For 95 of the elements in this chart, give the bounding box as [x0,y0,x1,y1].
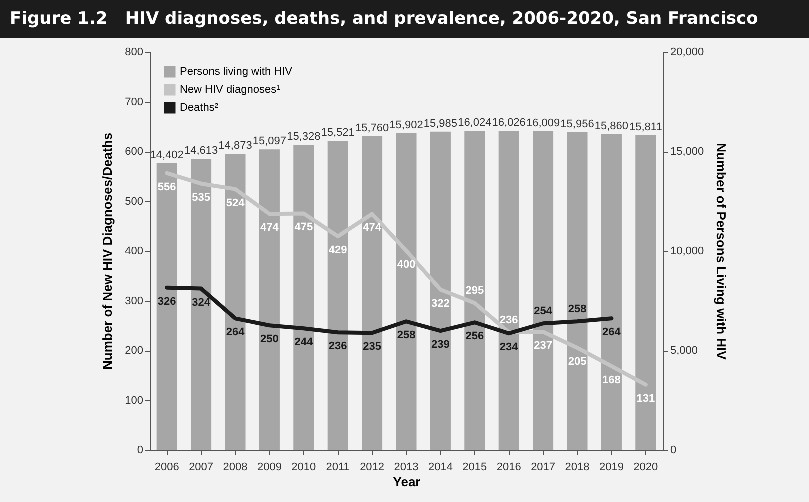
data-label: 15,097 [252,136,287,148]
x-tick-label: 2014 [428,462,453,474]
bar [567,132,588,450]
chart-title: Figure 1.2 HIV diagnoses, deaths, and prevalence, 2006-2020, San Francisco [0,0,809,38]
data-label: 236 [500,314,518,327]
data-label: 16,026 [492,117,526,130]
data-label: 524 [226,197,246,210]
data-label: 237 [534,340,552,352]
bar [225,154,246,450]
data-label: 15,811 [629,121,662,134]
y-tick-label: 600 [125,146,144,158]
bar [259,150,280,450]
data-label: 15,902 [390,120,424,132]
legend-label: Deaths² [180,102,219,114]
data-label: 556 [158,181,176,194]
x-tick-label: 2007 [189,462,214,474]
data-label: 14,402 [150,149,184,162]
bar [328,141,348,450]
bar [601,134,622,450]
data-label: 15,760 [355,122,390,134]
data-label: 400 [397,259,416,271]
data-label: 475 [294,222,314,234]
data-label: 15,985 [424,118,458,130]
y-tick-label: 500 [125,196,144,208]
data-label: 256 [466,330,484,343]
data-label: 15,328 [287,130,321,143]
bar [533,131,554,450]
data-label: 264 [602,326,622,339]
data-label: 429 [328,244,348,257]
y2-axis-title: Number of Persons Living with HIV [714,143,730,360]
data-label: 16,024 [458,117,492,130]
data-label: 322 [432,298,450,310]
legend-label: Persons living with HIV [180,66,294,78]
y2-tick-label: 0 [670,444,677,456]
data-label: 15,860 [594,120,629,132]
data-label: 326 [158,296,176,308]
data-label: 244 [294,336,314,349]
y-tick-label: 100 [125,394,144,407]
x-tick-label: 2012 [360,462,385,474]
data-label: 14,873 [218,140,252,152]
x-tick-label: 2010 [292,462,316,474]
data-label: 15,956 [560,118,594,130]
x-tick-label: 2011 [326,462,350,474]
x-tick-label: 2017 [531,462,556,474]
y-tick-label: 700 [125,96,144,108]
y-tick-label: 800 [125,46,144,58]
x-tick-label: 2020 [634,462,658,474]
data-label: 236 [328,340,348,353]
data-label: 16,009 [526,117,560,130]
bar [396,134,417,450]
data-label: 474 [363,222,382,234]
data-label: 250 [260,334,279,346]
bar [191,159,212,450]
x-axis-title: Year [393,474,421,490]
data-label: 295 [466,285,484,298]
x-tick-label: 2009 [257,462,282,474]
data-label: 131 [636,392,656,405]
data-label: 258 [568,304,587,316]
bar [362,136,383,450]
y2-tick-label: 15,000 [670,146,704,158]
data-label: 474 [260,222,280,234]
data-label: 264 [226,326,246,339]
x-tick-label: 2019 [599,462,624,474]
x-tick-label: 2016 [496,462,522,474]
y-tick-label: 400 [125,246,144,258]
bar [430,132,451,450]
data-label: 205 [568,356,587,368]
y-axis-title: Number of New HIV Diagnoses/Deaths [100,133,116,370]
legend-label: New HIV diagnoses¹ [180,84,281,96]
data-label: 168 [602,374,621,386]
data-label: 15,521 [321,127,355,140]
bar [464,131,486,450]
data-label: 254 [534,306,554,318]
y2-tick-label: 10,000 [670,246,704,258]
bar [156,163,178,450]
x-tick-label: 2015 [462,462,488,474]
data-label: 235 [363,341,382,354]
bar [498,131,520,450]
y2-tick-label: 20,000 [670,46,704,58]
data-label: 324 [192,296,212,309]
data-label: 234 [500,342,520,354]
data-label: 258 [397,330,416,342]
data-label: 535 [192,192,210,204]
x-tick-label: 2018 [565,462,590,474]
y-tick-label: 0 [137,444,144,456]
x-tick-label: 2008 [223,462,248,474]
bar [636,135,656,450]
y-tick-label: 300 [125,295,144,308]
x-tick-label: 2006 [154,462,180,474]
bar [294,144,314,450]
y2-tick-label: 5,000 [670,345,698,357]
y-tick-label: 200 [125,345,144,357]
x-tick-label: 2013 [394,462,419,474]
data-label: 14,613 [184,145,218,158]
data-label: 239 [432,339,450,352]
